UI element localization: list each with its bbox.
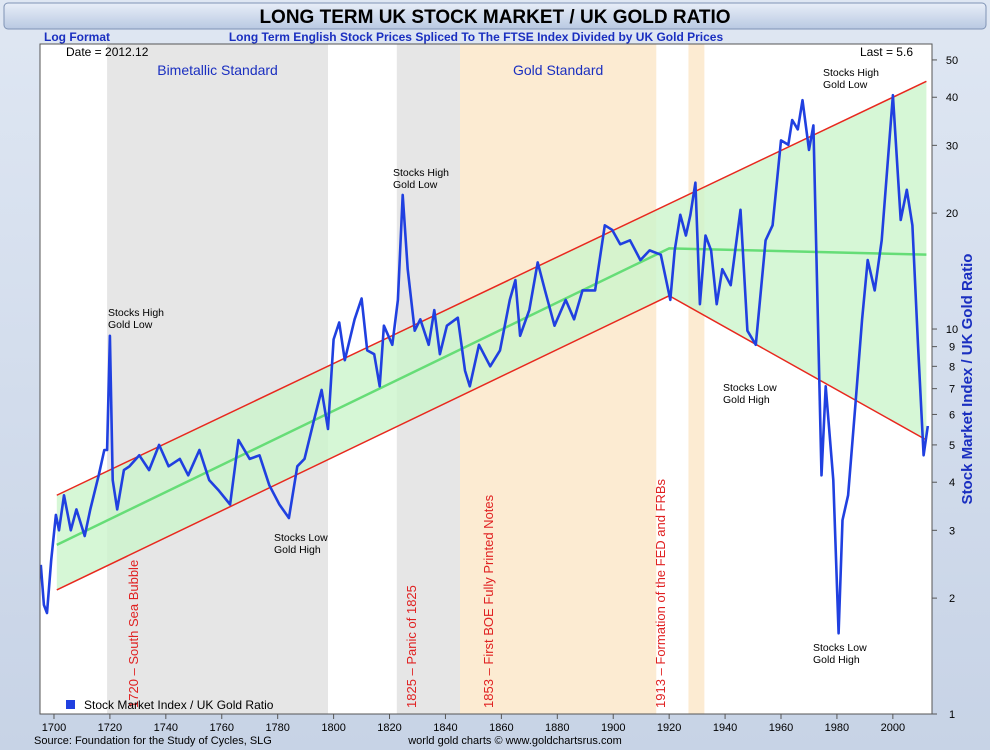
y-tick-label: 5 (949, 440, 955, 452)
annotation: Stocks Low (813, 642, 867, 654)
scale-note: Log Format (44, 30, 110, 44)
x-tick-label: 1700 (42, 722, 66, 734)
x-tick-label: 1980 (825, 722, 849, 734)
y-tick-label: 50 (946, 55, 958, 67)
y-tick-label: 40 (946, 92, 958, 104)
annotation: Stocks Low (723, 382, 777, 394)
x-tick-label: 1920 (657, 722, 681, 734)
event-label: 1720 – South Sea Bubble (126, 560, 141, 708)
y-tick-label: 4 (949, 477, 955, 489)
y-tick-label: 2 (949, 593, 955, 605)
x-tick-label: 1800 (321, 722, 345, 734)
last-label: Last = 5.6 (860, 45, 913, 59)
y-tick-label: 20 (946, 208, 958, 220)
y-tick-label: 3 (949, 525, 955, 537)
x-tick-label: 1760 (210, 722, 234, 734)
y-tick-label: 30 (946, 140, 958, 152)
y-axis-label: Stock Market Index / UK Gold Ratio (959, 254, 976, 505)
x-tick-label: 2000 (881, 722, 905, 734)
event-label: 1825 – Panic of 1825 (404, 585, 419, 708)
x-tick-label: 1880 (545, 722, 569, 734)
y-tick-label: 6 (949, 409, 955, 421)
annotation: Gold High (274, 544, 321, 556)
legend-label: Stock Market Index / UK Gold Ratio (84, 698, 274, 712)
y-tick-label: 1 (949, 709, 955, 721)
annotation: Gold Low (823, 79, 868, 91)
x-tick-label: 1940 (713, 722, 737, 734)
annotation: Stocks High (108, 307, 164, 319)
x-tick-label: 1860 (489, 722, 513, 734)
annotation: Stocks High (393, 167, 449, 179)
subtitle: Long Term English Stock Prices Spliced T… (229, 30, 724, 44)
chart-title: LONG TERM UK STOCK MARKET / UK GOLD RATI… (259, 7, 730, 28)
date-label: Date = 2012.12 (66, 45, 149, 59)
x-tick-label: 1740 (154, 722, 178, 734)
x-tick-label: 1840 (433, 722, 457, 734)
y-tick-label: 8 (949, 361, 955, 373)
header-bar (3, 2, 987, 30)
event-label: 1853 – First BOE Fully Printed Notes (481, 494, 496, 708)
x-tick-label: 1960 (769, 722, 793, 734)
x-tick-label: 1720 (98, 722, 122, 734)
annotation: Gold High (723, 394, 770, 406)
band (107, 44, 329, 714)
x-tick-label: 1820 (377, 722, 401, 734)
band-label: Bimetallic Standard (157, 62, 278, 78)
annotation: Gold High (813, 654, 860, 666)
legend-swatch (66, 700, 75, 709)
annotation: Gold Low (108, 319, 153, 331)
y-tick-label: 10 (946, 324, 958, 336)
channel-middle (56, 247, 927, 546)
y-tick-label: 7 (949, 384, 955, 396)
x-tick-label: 1780 (265, 722, 289, 734)
annotation: Stocks Low (274, 532, 328, 544)
annotation: Stocks High (823, 67, 879, 79)
channel-upper (56, 80, 927, 496)
annotation: Gold Low (393, 179, 438, 191)
credit: world gold charts © www.goldchartsrus.co… (407, 735, 622, 747)
band-label: Gold Standard (513, 62, 603, 78)
data-line (39, 93, 930, 635)
plot: Bimetallic Standard Gold Standard 1720 – S… (39, 44, 930, 714)
event-label: 1913 – Formation of the FED and FRBs (653, 478, 668, 708)
band (688, 44, 705, 714)
x-tick-label: 1900 (601, 722, 625, 734)
source: Source: Foundation for the Study of Cycl… (34, 735, 272, 747)
y-tick-label: 9 (949, 342, 955, 354)
plot-border (39, 43, 933, 715)
